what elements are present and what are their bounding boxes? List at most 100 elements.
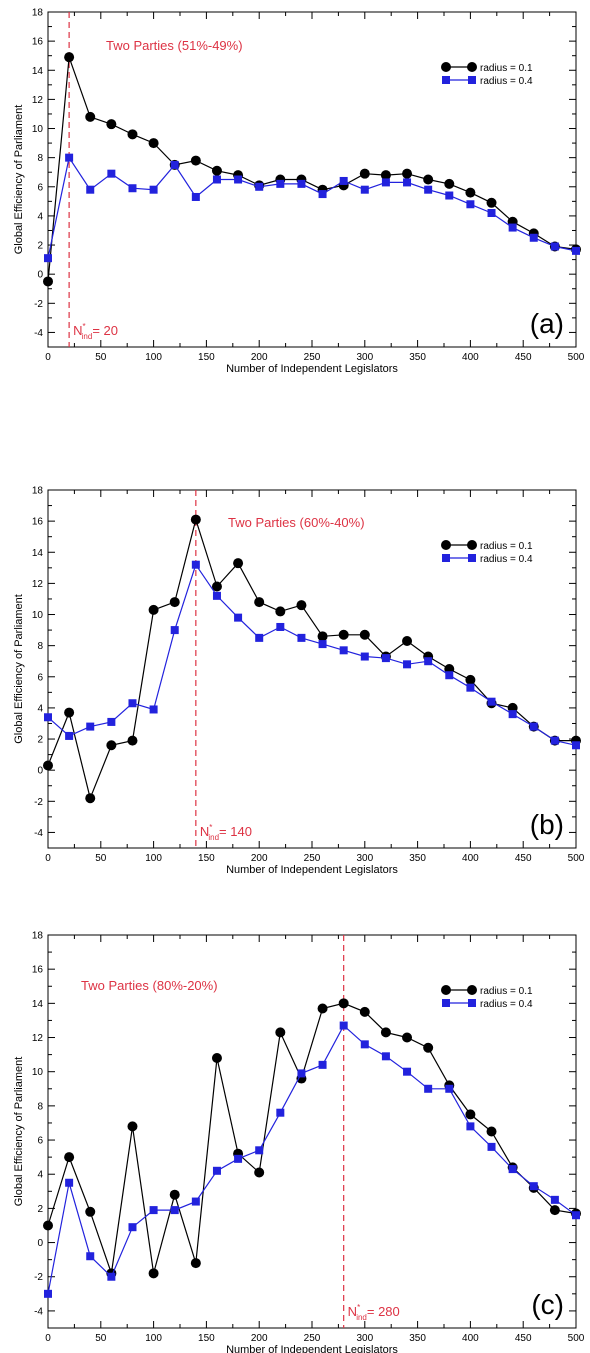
data-point (149, 1206, 158, 1215)
x-tick-label: 100 (145, 1333, 162, 1344)
data-point (276, 622, 285, 631)
data-point (255, 1146, 264, 1155)
y-tick-label: 4 (37, 1170, 43, 1181)
y-tick-label: 16 (32, 517, 44, 528)
data-point (380, 170, 391, 181)
data-point (339, 1021, 348, 1030)
chart-panel: 0 50 100 150 200 250 300 350 400 450 500 -4 -2 0 2 4 6 8 1… (13, 931, 585, 1353)
data-point (403, 660, 412, 669)
x-tick-label: 500 (568, 1333, 585, 1344)
data-point (127, 1121, 138, 1132)
x-tick-label: 450 (515, 352, 532, 363)
data-point (170, 160, 179, 169)
y-tick-label: -2 (34, 1272, 43, 1283)
y-tick-label: 8 (37, 641, 43, 652)
data-point (572, 246, 580, 255)
x-tick-label: 250 (304, 352, 321, 363)
data-point (424, 1084, 433, 1093)
data-point (170, 1206, 179, 1215)
y-tick-label: 12 (32, 95, 44, 106)
legend-label: radius = 0.1 (480, 63, 533, 74)
y-axis-label: Global Efficiency of Parliament (13, 105, 25, 255)
y-tick-label: 4 (37, 211, 43, 222)
y-axis-label: Global Efficiency of Parliament (13, 1057, 25, 1207)
legend-marker (441, 540, 451, 550)
annotation-text: Two Parties (80%-20%) (81, 978, 218, 993)
x-tick-label: 50 (95, 1333, 107, 1344)
y-tick-label: 12 (32, 1033, 44, 1044)
data-point (44, 1289, 52, 1298)
data-point (127, 129, 138, 140)
x-tick-label: 0 (45, 853, 51, 864)
chart-panel: 0 50 100 150 200 250 300 350 400 450 500 -4 -2 0 2 4 6 8 1… (13, 8, 585, 376)
data-point (423, 1042, 434, 1053)
x-tick-label: 150 (198, 1333, 215, 1344)
data-point (338, 629, 349, 640)
data-point (254, 597, 265, 608)
legend-marker (468, 999, 476, 1007)
x-tick-label: 100 (145, 352, 162, 363)
data-point (317, 1003, 328, 1014)
legend-label: radius = 0.1 (480, 986, 533, 997)
y-tick-label: 14 (32, 548, 44, 559)
threshold-label: N* ind= 280 (348, 1303, 400, 1322)
data-point (85, 793, 96, 804)
data-point (255, 182, 264, 191)
x-tick-label: 300 (356, 853, 373, 864)
data-point (149, 705, 158, 714)
legend-label: radius = 0.4 (480, 999, 533, 1010)
x-axis-label: Number of Independent Legislators (226, 864, 398, 876)
y-tick-label: 2 (37, 241, 43, 252)
data-point (465, 1109, 476, 1120)
panel-label: (c) (531, 1289, 564, 1320)
data-point (43, 1220, 53, 1231)
y-tick-label: 14 (32, 66, 44, 77)
data-point (487, 1142, 496, 1151)
data-point (572, 1211, 580, 1220)
panel-label: (b) (530, 809, 564, 840)
data-point (64, 1152, 75, 1163)
data-point (402, 1032, 413, 1043)
data-point (359, 629, 370, 640)
data-point (276, 179, 285, 188)
x-tick-label: 50 (95, 352, 107, 363)
data-point (276, 1108, 285, 1117)
legend-label: radius = 0.4 (480, 554, 533, 565)
y-tick-label: 6 (37, 1136, 43, 1147)
data-point (254, 1167, 265, 1178)
data-point (190, 514, 201, 525)
legend-marker (467, 62, 477, 72)
data-point (529, 1182, 538, 1191)
legend-marker (441, 62, 451, 72)
data-point (424, 185, 433, 194)
x-tick-label: 0 (45, 352, 51, 363)
y-tick-label: 4 (37, 703, 43, 714)
data-point (190, 155, 201, 166)
legend-marker (467, 985, 477, 995)
data-point (148, 138, 159, 149)
data-point (233, 558, 244, 569)
data-point (85, 1206, 96, 1217)
threshold-label: N* ind= 20 (73, 322, 118, 341)
data-point (318, 190, 327, 199)
x-tick-label: 500 (568, 352, 585, 363)
y-tick-label: 10 (32, 610, 44, 621)
data-point (529, 722, 538, 731)
x-tick-label: 50 (95, 853, 107, 864)
legend-marker (442, 554, 450, 562)
chart-panel: 0 50 100 150 200 250 300 350 400 450 500 -4 -2 0 2 4 6 8 1… (13, 486, 585, 877)
data-point (403, 178, 412, 187)
data-point (212, 591, 221, 600)
y-tick-label: 18 (32, 931, 44, 942)
data-point (360, 652, 369, 661)
data-point (424, 657, 433, 666)
data-point (170, 626, 179, 635)
data-point (275, 606, 286, 617)
legend-marker (441, 985, 451, 995)
y-tick-label: 16 (32, 37, 44, 48)
data-point (43, 760, 53, 771)
data-point (191, 560, 200, 569)
data-point (318, 1060, 327, 1069)
x-tick-label: 400 (462, 853, 479, 864)
y-tick-label: 2 (37, 735, 43, 746)
